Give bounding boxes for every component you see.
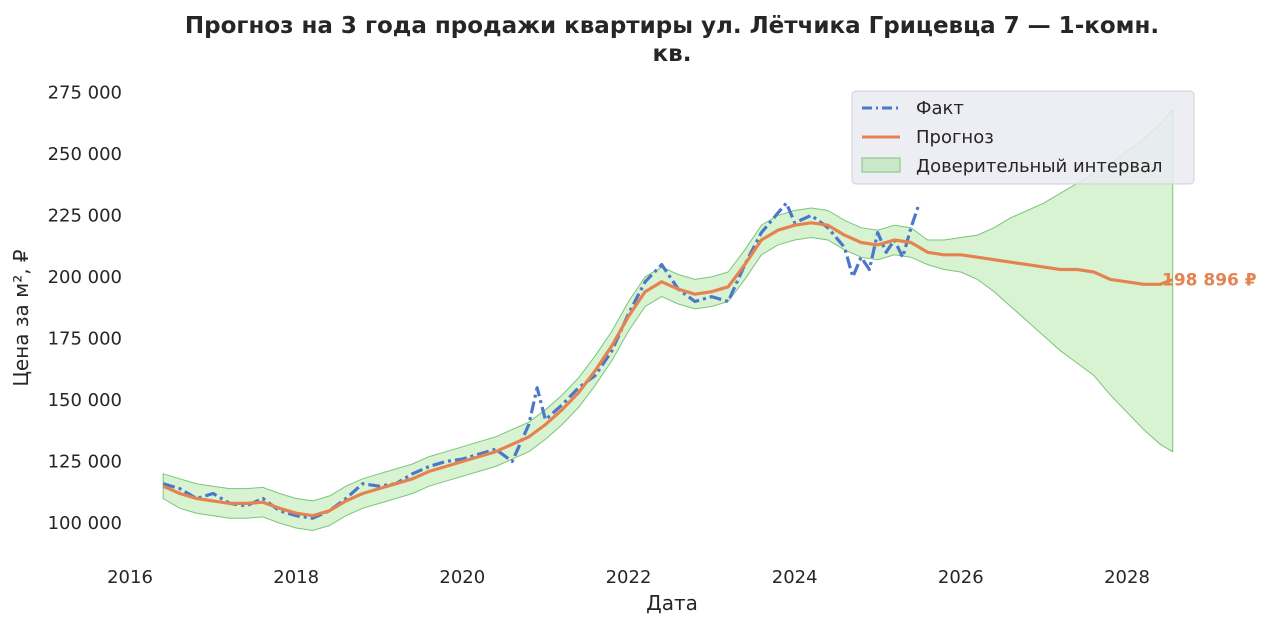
- y-tick-label: 275 000: [48, 82, 122, 103]
- confidence-band-layer: [162, 108, 1174, 532]
- x-tick-label: 2020: [439, 567, 485, 588]
- forecast-series-layer: [162, 221, 1174, 518]
- y-axis-label: Цена за м², ₽: [9, 249, 33, 387]
- x-tick-label: 2028: [1104, 567, 1150, 588]
- legend-fact-label: Факт: [916, 98, 964, 119]
- chart-title-line2: кв.: [653, 41, 692, 67]
- y-tick-label: 150 000: [48, 390, 122, 411]
- legend-interval-label: Доверительный интервал: [916, 156, 1163, 177]
- fact-series-line: [162, 201, 921, 520]
- legend-box: [851, 90, 1195, 185]
- confidence-interval-band: [162, 108, 1174, 532]
- x-tick-label: 2016: [107, 567, 153, 588]
- y-tick-label: 175 000: [48, 329, 122, 350]
- forecast-series-line: [162, 221, 1174, 518]
- legend: Факт Прогноз Доверительный интервал: [851, 90, 1195, 185]
- x-tick-label: 2022: [606, 567, 652, 588]
- y-tick-label: 200 000: [48, 267, 122, 288]
- y-tick-label: 225 000: [48, 205, 122, 226]
- y-tick-label: 100 000: [48, 513, 122, 534]
- legend-interval-swatch: [861, 157, 901, 173]
- x-axis-ticks: 2016 2018 2020 2022 2024 2026 2028: [107, 567, 1150, 588]
- fact-series-layer: [162, 201, 921, 520]
- y-axis-ticks: 100 000 125 000 150 000 175 000 200 000 225 0…: [48, 82, 122, 534]
- legend-forecast-label: Прогноз: [916, 127, 994, 148]
- chart-title-line1: Прогноз на 3 года продажи квартиры ул. Л…: [185, 13, 1159, 39]
- x-tick-label: 2024: [772, 567, 818, 588]
- x-axis-label: Дата: [646, 591, 698, 615]
- y-tick-label: 250 000: [48, 144, 122, 165]
- x-tick-label: 2026: [938, 567, 984, 588]
- last-forecast-value-label: 198 896 ₽: [1162, 271, 1257, 291]
- x-tick-label: 2018: [273, 567, 319, 588]
- y-tick-label: 125 000: [48, 452, 122, 473]
